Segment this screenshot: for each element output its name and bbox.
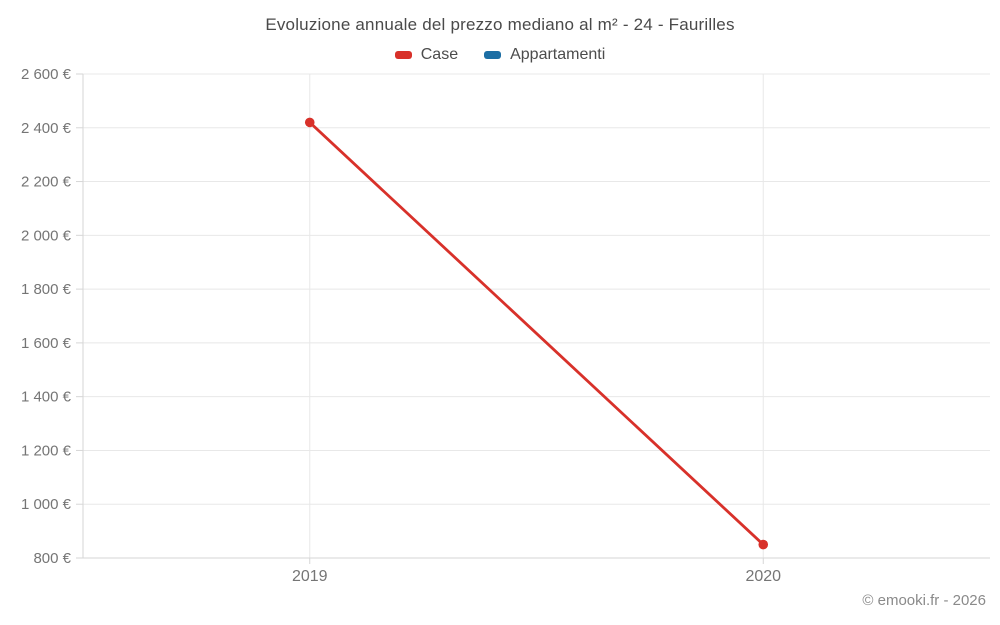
y-tick-label: 2 200 €: [21, 174, 72, 191]
y-tick-label: 1 800 €: [21, 281, 72, 298]
y-tick-label: 800 €: [33, 550, 71, 567]
y-tick-label: 1 200 €: [21, 442, 72, 459]
data-point-case: [758, 539, 769, 550]
legend-item-case[interactable]: Case: [394, 46, 459, 64]
y-tick-label: 2 000 €: [21, 227, 72, 244]
data-point-case: [304, 117, 315, 128]
y-tick-label: 1 600 €: [21, 335, 72, 352]
y-tick-label: 1 000 €: [21, 496, 72, 513]
y-tick-label: 2 600 €: [21, 66, 72, 83]
x-tick-label: 2019: [292, 568, 328, 585]
case-series-swatch-icon: [394, 51, 412, 59]
copyright-text: © emooki.fr - 2026: [862, 592, 986, 609]
y-tick-label: 1 400 €: [21, 389, 72, 406]
legend-label-case: Case: [420, 46, 459, 63]
appartamenti-series-swatch-icon: [484, 51, 502, 59]
series-line-case: [308, 121, 765, 546]
legend-label-appartamenti: Appartamenti: [510, 46, 606, 63]
chart-title: Evoluzione annuale del prezzo mediano al…: [265, 15, 735, 34]
legend-item-appartamenti[interactable]: Appartamenti: [484, 46, 605, 64]
chart-legend: Case Appartamenti: [0, 46, 1000, 64]
x-tick-label: 2020: [745, 568, 781, 585]
y-tick-label: 2 400 €: [21, 120, 72, 137]
